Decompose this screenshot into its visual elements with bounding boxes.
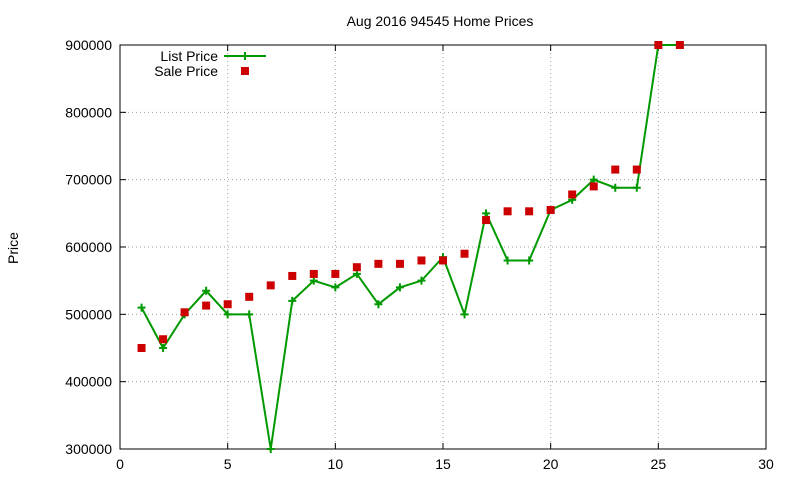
chart-title: Aug 2016 94545 Home Prices: [347, 13, 534, 29]
sale-price-point: [568, 190, 577, 199]
y-tick-label: 700000: [65, 172, 112, 188]
sale-price-point: [417, 256, 426, 265]
legend: List Price Sale Price: [154, 48, 266, 79]
sale-price-point: [223, 300, 232, 309]
grid: [120, 45, 766, 449]
list-price-point: [482, 209, 491, 218]
list-price-point: [417, 276, 426, 285]
sale-price-point: [266, 281, 275, 290]
list-price-point: [309, 276, 318, 285]
list-price-point: [611, 183, 620, 192]
list-price-point: [202, 286, 211, 295]
sale-price-point: [503, 207, 512, 216]
y-tick-label: 500000: [65, 306, 112, 322]
list-price-point: [331, 283, 340, 292]
sale-price-point: [439, 256, 447, 265]
list-price-point: [223, 310, 232, 319]
list-price-point: [137, 303, 146, 312]
y-axis-ticks: 300000 400000 500000 600000 700000 800000 9000…: [65, 37, 766, 457]
sale-price-point: [374, 259, 383, 268]
sale-price-point: [675, 41, 684, 49]
x-tick-label: 5: [224, 456, 232, 472]
y-tick-label: 300000: [65, 441, 112, 457]
sale-price-point: [460, 249, 469, 258]
x-tick-label: 20: [543, 456, 559, 472]
y-tick-label: 600000: [65, 239, 112, 255]
legend-marker-list-price: [241, 52, 249, 60]
series-layer: [137, 41, 684, 453]
list-price-point: [589, 175, 598, 184]
sale-price-point: [202, 301, 211, 310]
list-price-point: [352, 269, 361, 278]
list-price-point: [266, 445, 275, 453]
sale-price-point: [395, 259, 404, 268]
sale-price-point: [352, 263, 361, 272]
sale-price-point: [611, 165, 620, 174]
y-axis-label: Price: [5, 232, 21, 264]
list-price-point: [395, 283, 404, 292]
legend-label-list-price: List Price: [160, 48, 218, 64]
list-price-point: [632, 183, 641, 192]
sale-price-point: [546, 205, 555, 214]
x-tick-label: 25: [651, 456, 667, 472]
sale-price-point: [245, 292, 254, 301]
legend-label-sale-price: Sale Price: [154, 63, 218, 79]
list-price-point: [460, 310, 469, 319]
list-price-point: [503, 256, 512, 265]
y-tick-label: 400000: [65, 374, 112, 390]
list-price-point: [525, 256, 534, 265]
sale-price-point: [482, 216, 491, 225]
sale-price-point: [309, 269, 318, 278]
sale-price-point: [288, 271, 297, 280]
list-price-point: [159, 344, 168, 352]
sale-price-point: [159, 335, 168, 344]
sale-price-point: [654, 41, 663, 49]
sale-price-point: [137, 344, 146, 352]
x-tick-label: 0: [116, 456, 124, 472]
legend-marker-sale-price: [241, 67, 249, 75]
list-price-point: [288, 296, 297, 305]
x-tick-label: 10: [328, 456, 344, 472]
x-tick-label: 30: [758, 456, 774, 472]
y-tick-label: 900000: [65, 37, 112, 53]
sale-price-point: [589, 182, 598, 191]
sale-price-point: [632, 165, 641, 174]
x-tick-label: 15: [435, 456, 451, 472]
list-price-point: [374, 300, 383, 309]
sale-price-point: [525, 207, 534, 216]
y-tick-label: 800000: [65, 104, 112, 120]
list-price-point: [245, 310, 254, 319]
sale-price-point: [331, 269, 340, 278]
sale-price-point: [180, 308, 189, 317]
